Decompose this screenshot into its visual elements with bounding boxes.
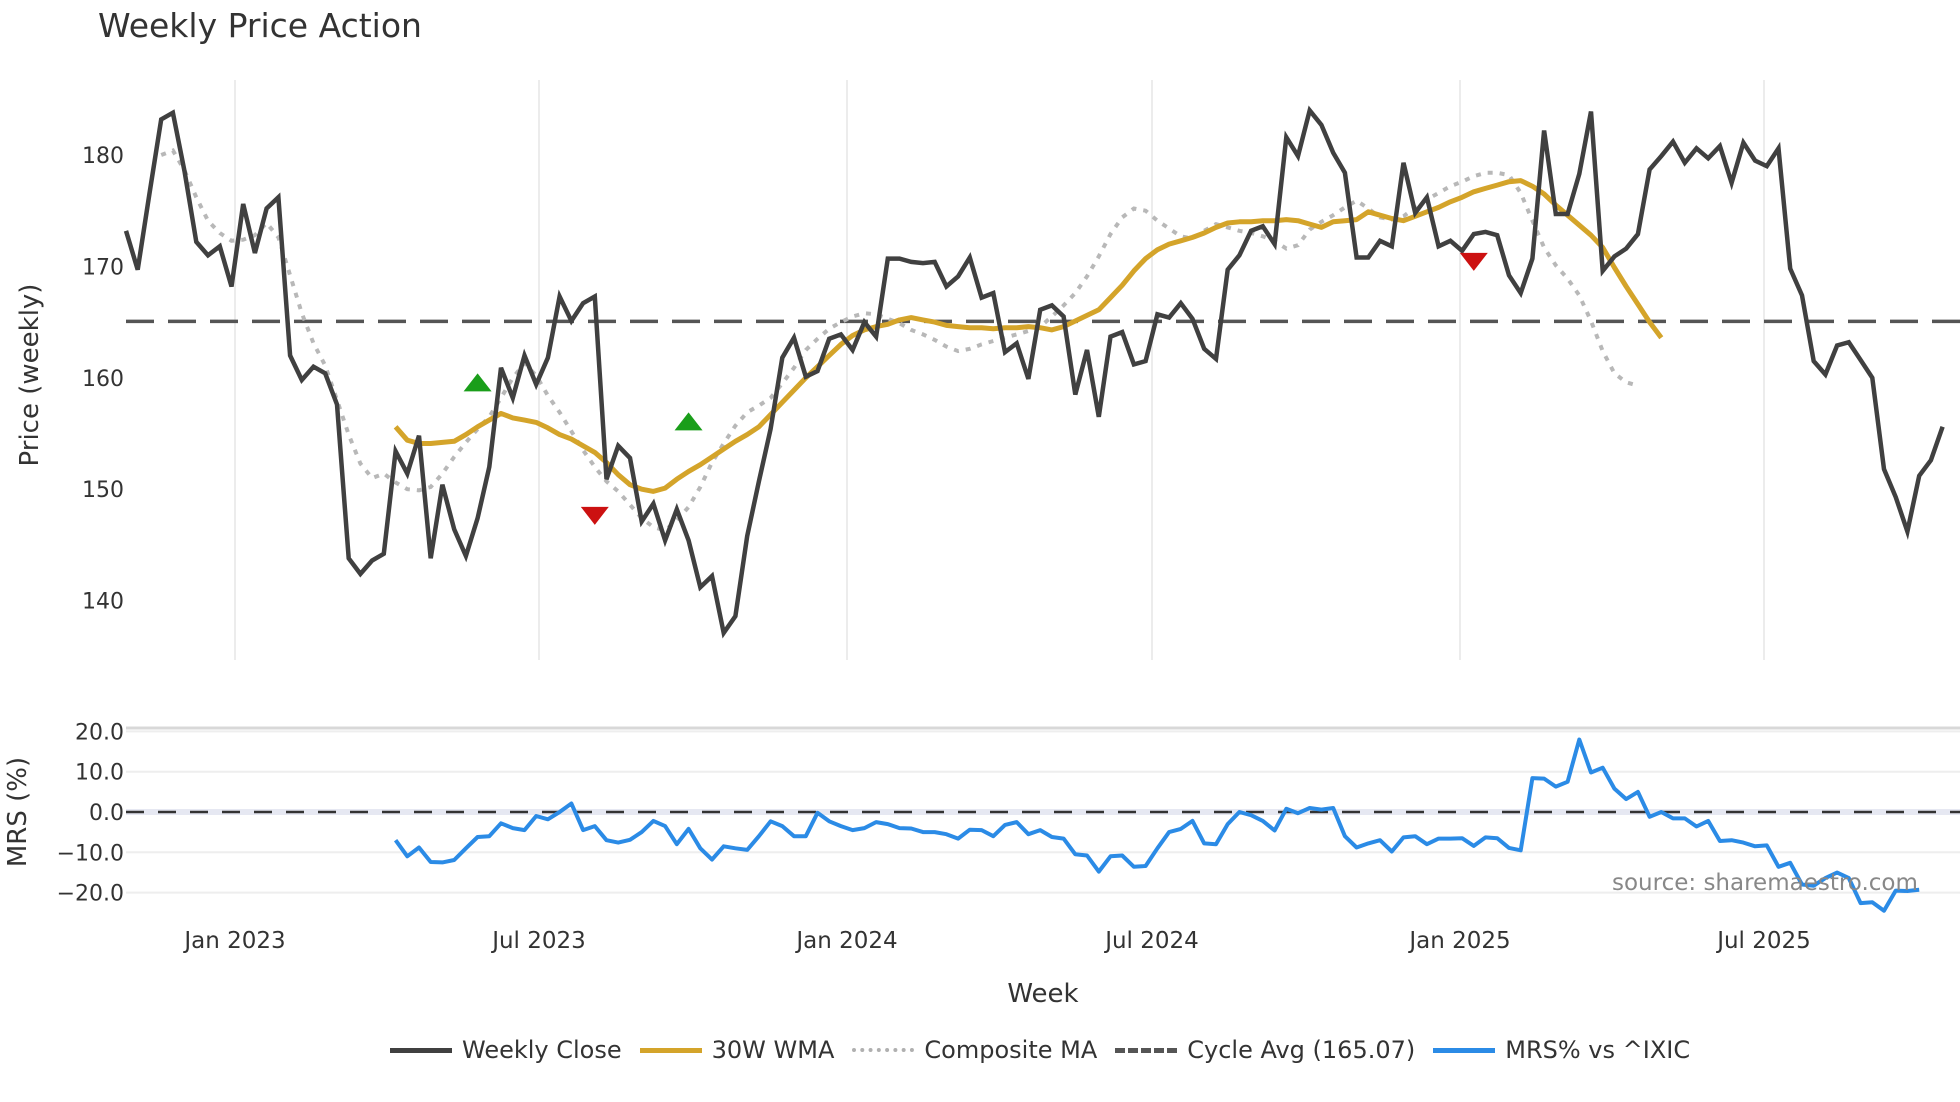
legend-item[interactable]: 30W WMA: [639, 1036, 835, 1064]
chart-title: Weekly Price Action: [98, 6, 422, 45]
svg-text:0.0: 0.0: [89, 801, 124, 826]
weekly-close-line: [123, 105, 1945, 639]
legend-swatch-icon: [852, 1048, 915, 1052]
legend-label: Weekly Close: [462, 1036, 622, 1064]
signal-markers: [463, 252, 1488, 525]
wma-30w-line: [393, 178, 1664, 494]
source-watermark: source: sharemaestro.com: [1612, 870, 1918, 896]
legend-swatch-icon: [390, 1047, 452, 1053]
svg-text:Jan 2024: Jan 2024: [794, 928, 897, 954]
svg-text:Jul 2024: Jul 2024: [1103, 928, 1199, 954]
legend-label: Composite MA: [924, 1036, 1098, 1064]
price-y-axis: 140 150 160 170 180: [82, 144, 124, 615]
mrs-grid: [126, 726, 1960, 894]
buy-signal-marker: [463, 373, 492, 392]
legend-item[interactable]: Cycle Avg (165.07): [1115, 1036, 1415, 1064]
legend-label: MRS% vs ^IXIC: [1505, 1036, 1691, 1064]
legend-swatch-icon: [639, 1047, 702, 1053]
legend-item[interactable]: Weekly Close: [390, 1036, 622, 1064]
svg-text:170: 170: [82, 255, 124, 280]
x-axis: Jan 2023 Jul 2023 Jan 2024 Jul 2024 Jan 2025…: [182, 928, 1810, 954]
legend-item[interactable]: Composite MA: [852, 1036, 1097, 1064]
mrs-line: [393, 737, 1920, 913]
svg-text:−20.0: −20.0: [57, 882, 124, 907]
x-axis-title: Week: [1007, 979, 1078, 1009]
svg-text:180: 180: [82, 144, 124, 169]
svg-text:Jan 2025: Jan 2025: [1407, 928, 1510, 954]
legend-item[interactable]: MRS% vs ^IXIC: [1433, 1036, 1690, 1064]
svg-text:−10.0: −10.0: [57, 841, 124, 866]
legend: Weekly Close 30W WMA Composite MA Cycle Avg…: [390, 1036, 1708, 1064]
legend-label: 30W WMA: [711, 1036, 835, 1064]
mrs-y-axis: 20.0 10.0 0.0 −10.0 −20.0: [57, 720, 124, 906]
legend-swatch-icon: [1433, 1047, 1496, 1053]
buy-signal-marker: [674, 412, 703, 431]
legend-swatch-icon: [1115, 1047, 1178, 1053]
legend-label: Cycle Avg (165.07): [1187, 1036, 1416, 1064]
price-grid: [234, 80, 1765, 660]
price-y-axis-title: Price (weekly): [15, 284, 45, 467]
sell-signal-marker: [1459, 252, 1488, 271]
svg-text:140: 140: [82, 590, 124, 615]
sell-signal-marker: [580, 506, 609, 525]
svg-text:Jul 2025: Jul 2025: [1715, 928, 1811, 954]
composite-ma-line: [160, 148, 1639, 533]
svg-text:20.0: 20.0: [75, 720, 124, 745]
mrs-y-axis-title: MRS (%): [3, 757, 33, 867]
svg-text:160: 160: [82, 367, 124, 392]
svg-text:150: 150: [82, 478, 124, 503]
svg-text:Jul 2023: Jul 2023: [490, 928, 586, 954]
svg-text:10.0: 10.0: [75, 761, 124, 786]
svg-text:Jan 2023: Jan 2023: [182, 928, 285, 954]
